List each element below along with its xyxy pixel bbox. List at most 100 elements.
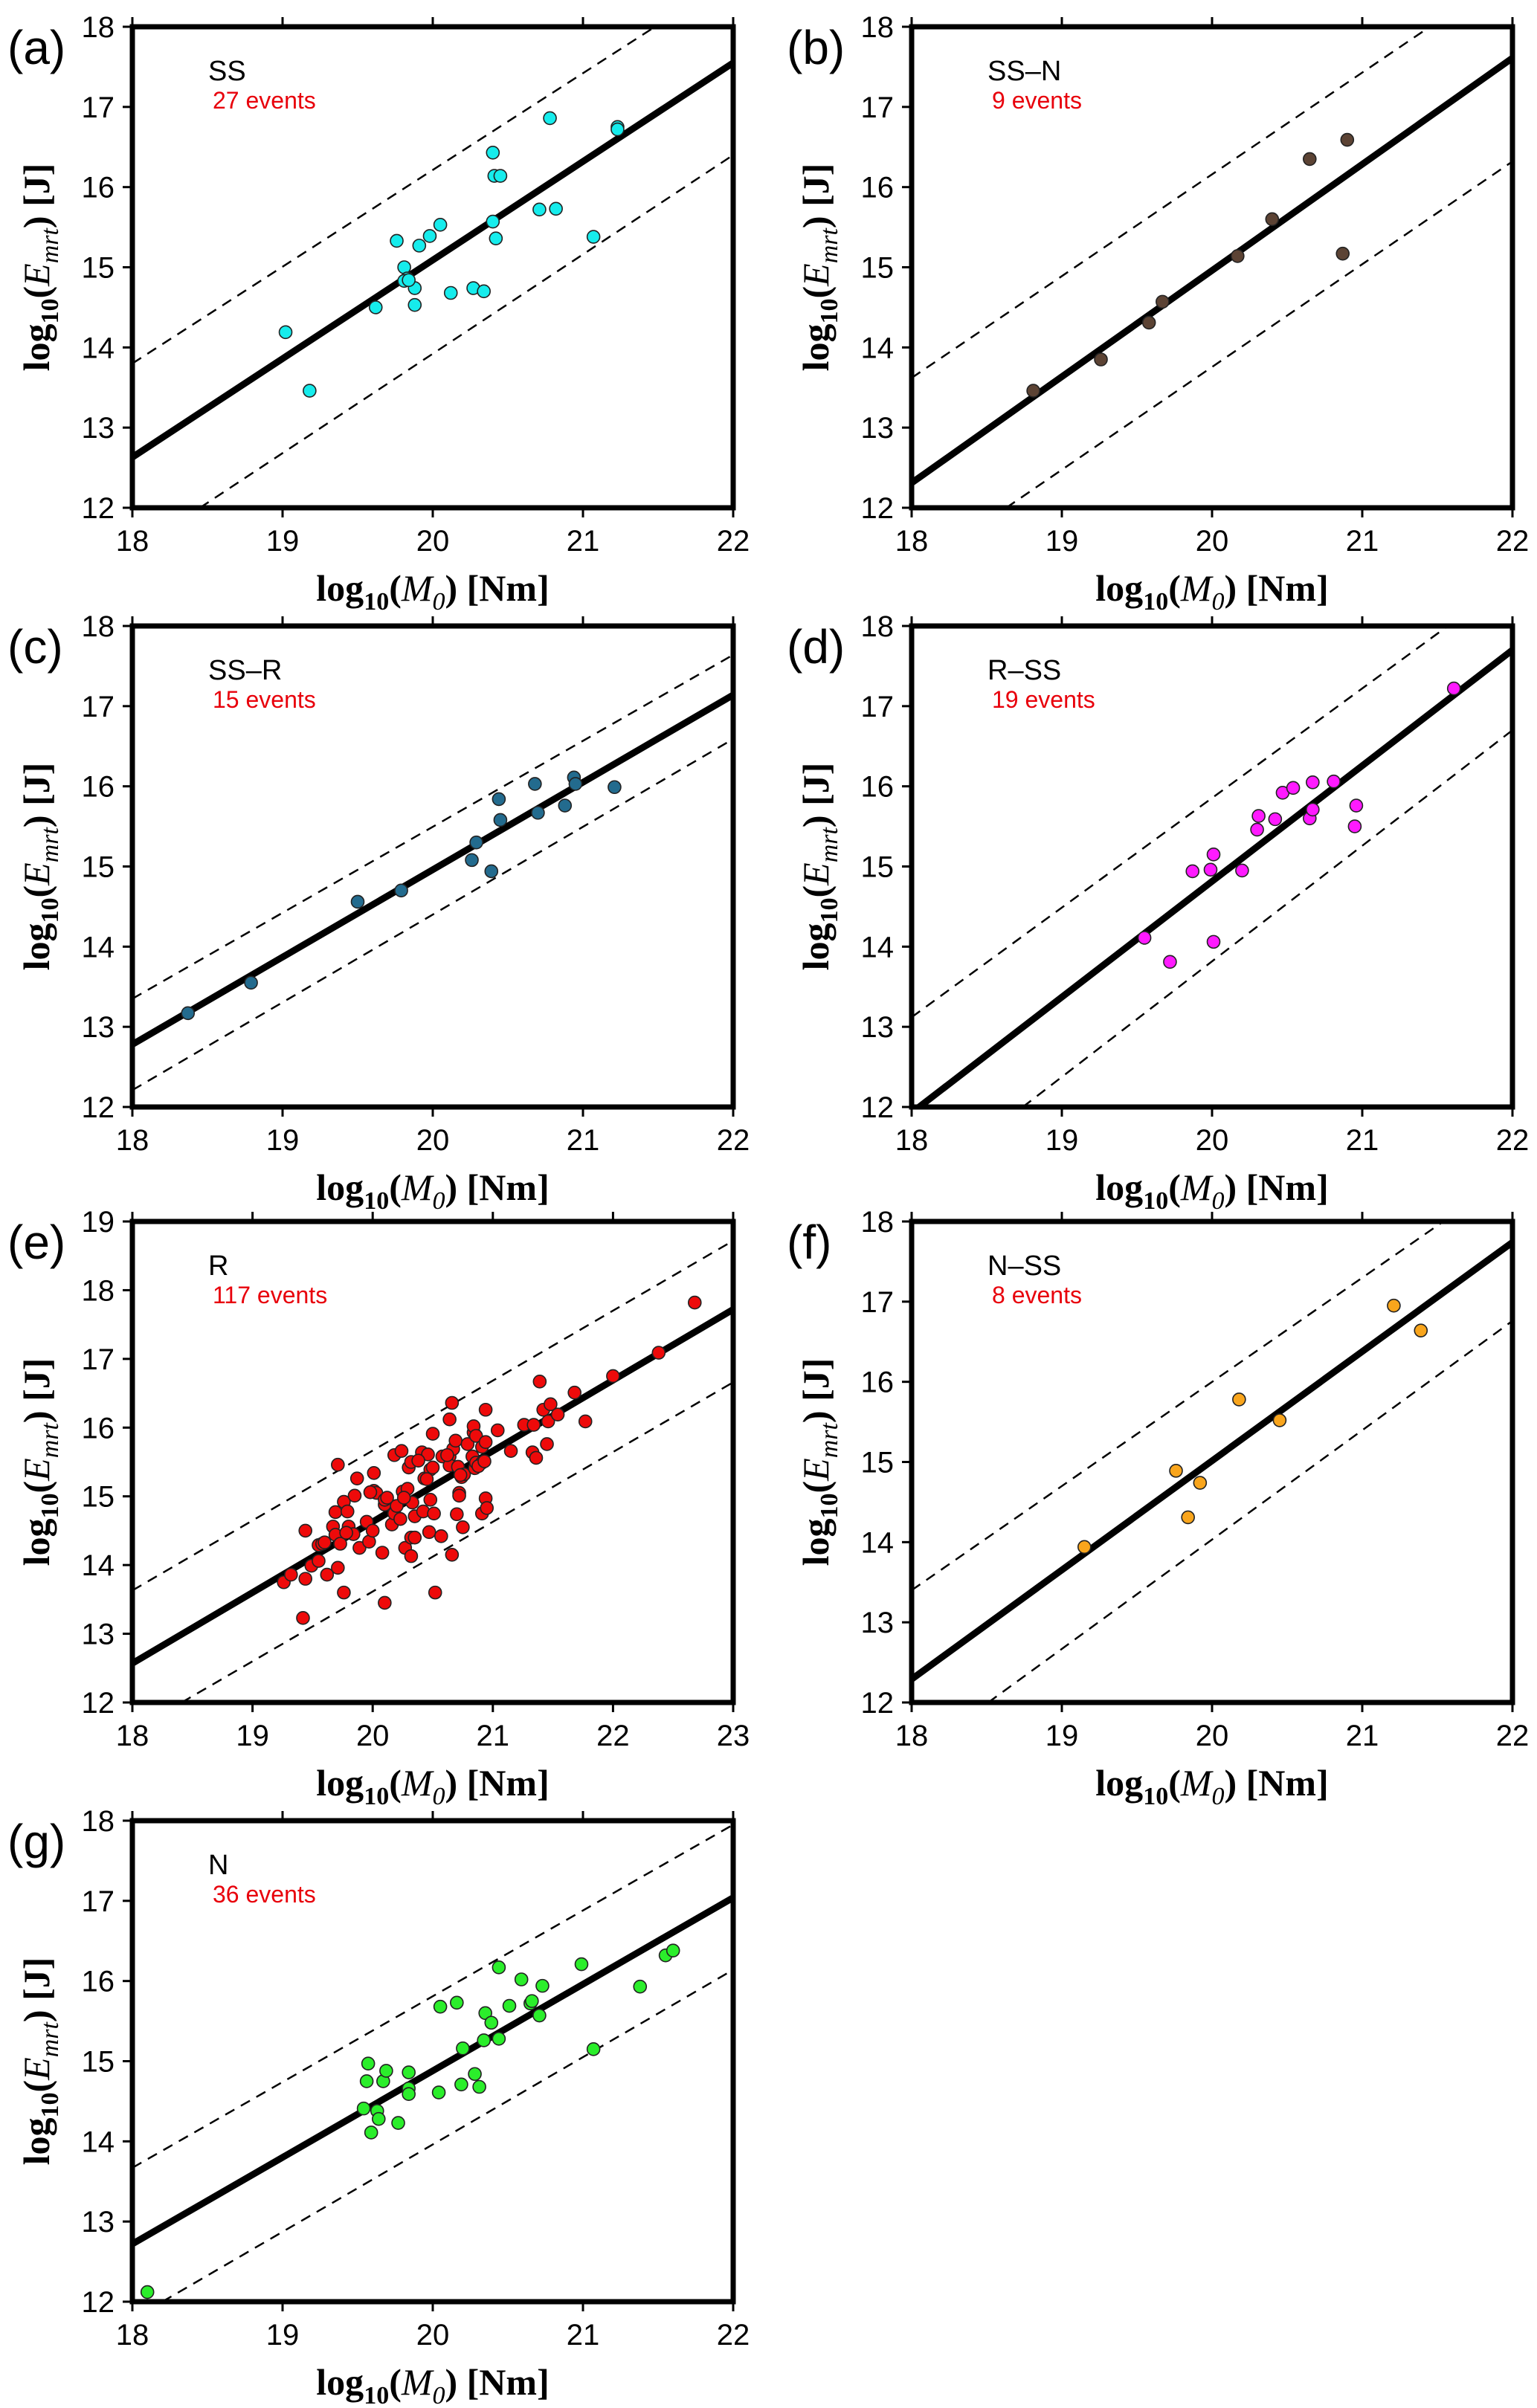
mechanism-label: N–SS — [987, 1250, 1061, 1282]
x-tick-label: 18 — [116, 525, 149, 558]
fit-lines — [912, 1221, 1512, 1702]
data-point — [393, 1511, 407, 1526]
y-tick-label: 16 — [82, 172, 115, 204]
y-axis-label: log10(Emrt) [J] — [16, 1358, 64, 1566]
data-point — [359, 2074, 374, 2088]
lower-bound-line — [161, 1969, 733, 2302]
fit-lines — [132, 653, 733, 1091]
data-point — [532, 2008, 547, 2023]
y-tick-label: 17 — [861, 1286, 895, 1319]
y-tick-label: 18 — [861, 1206, 895, 1239]
data-point — [394, 883, 408, 898]
x-tick-label: 22 — [717, 2319, 750, 2351]
x-axis-label: log10(M0) [Nm] — [1095, 1762, 1328, 1810]
data-point — [1203, 862, 1218, 877]
y-tick-label: 14 — [82, 1549, 115, 1582]
data-point — [490, 1423, 505, 1438]
x-axis-label: log10(M0) [Nm] — [316, 2361, 549, 2408]
data-points — [181, 770, 622, 1021]
data-point — [1446, 681, 1461, 696]
data-point — [433, 218, 448, 232]
data-point — [687, 1295, 702, 1310]
data-point — [340, 1504, 355, 1519]
data-point — [484, 2015, 499, 2030]
fit-lines — [132, 27, 733, 508]
event-count: 27 events — [213, 87, 316, 114]
y-tick-label: 17 — [82, 91, 115, 124]
data-point — [450, 1995, 464, 2010]
data-point — [525, 1994, 539, 2008]
x-tick-label: 19 — [266, 525, 300, 558]
data-point — [368, 300, 383, 314]
data-point — [1156, 294, 1170, 309]
y-tick-label: 12 — [861, 1687, 895, 1720]
y-tick-label: 15 — [82, 252, 115, 285]
x-tick-label: 20 — [1196, 1124, 1229, 1157]
x-axis-label: log10(M0) [Nm] — [316, 1762, 549, 1810]
data-point — [567, 1385, 581, 1400]
y-tick-label: 12 — [82, 2286, 115, 2319]
data-point — [1340, 132, 1355, 147]
panel-d: 18 19 20 21 22 12 13 14 15 16 17 18 log10(M0) [Nm] lo… — [787, 610, 1529, 1215]
data-point — [440, 1447, 454, 1462]
data-point — [1347, 819, 1362, 833]
y-tick-label: 14 — [861, 1526, 895, 1559]
data-point — [1265, 212, 1280, 227]
panel-letter: (e) — [7, 1216, 65, 1269]
y-axis-label: log10(Emrt) [J] — [16, 1957, 64, 2166]
y-tick-label: 12 — [82, 1091, 115, 1124]
data-point — [350, 894, 365, 909]
data-point — [666, 1943, 680, 1957]
y-tick-label: 15 — [861, 1447, 895, 1479]
data-point — [453, 1468, 468, 1482]
y-tick-label: 18 — [861, 610, 895, 643]
x-tick-label: 19 — [1045, 1720, 1079, 1752]
data-point — [456, 1520, 470, 1534]
mechanism-label: R–SS — [987, 655, 1061, 686]
data-point — [1231, 249, 1245, 263]
fit-lines — [132, 1824, 733, 2302]
data-point — [469, 835, 483, 850]
data-point — [477, 2033, 491, 2047]
y-tick-label: 14 — [82, 931, 115, 963]
data-point — [356, 2101, 371, 2116]
x-tick-label: 22 — [1496, 1124, 1530, 1157]
x-tick-label: 18 — [116, 1124, 149, 1157]
x-tick-label: 18 — [895, 1720, 929, 1752]
lower-bound-line — [1005, 161, 1512, 508]
mechanism-label: N — [208, 1850, 228, 1881]
data-point — [544, 1397, 558, 1412]
data-point — [303, 384, 317, 398]
data-point — [337, 1585, 351, 1600]
data-point — [1250, 822, 1264, 837]
y-tick-label: 13 — [82, 1011, 115, 1044]
data-point — [1163, 955, 1177, 969]
data-point — [394, 1444, 409, 1459]
lower-bound-line — [132, 737, 733, 1091]
y-axis-label: log10(Emrt) [J] — [795, 1358, 843, 1566]
data-point — [422, 229, 437, 243]
y-tick-label: 15 — [82, 851, 115, 884]
y-tick-label: 17 — [82, 691, 115, 723]
data-point — [407, 297, 422, 312]
lower-bound-line — [181, 1381, 733, 1702]
data-point — [468, 2067, 482, 2082]
data-point — [1327, 774, 1341, 789]
data-point — [549, 201, 563, 216]
data-point — [1193, 1476, 1208, 1490]
data-point — [433, 1999, 448, 2014]
data-point — [540, 1437, 554, 1451]
data-point — [412, 239, 427, 253]
x-tick-label: 21 — [567, 2319, 600, 2351]
data-point — [1306, 775, 1320, 790]
data-point — [380, 1491, 394, 1505]
data-point — [460, 1437, 475, 1451]
event-count: 36 events — [213, 1881, 316, 1908]
panel-letter: (d) — [787, 620, 845, 674]
data-point — [493, 813, 508, 827]
data-point — [477, 1454, 492, 1468]
event-count: 117 events — [213, 1282, 327, 1308]
x-tick-label: 22 — [1496, 1720, 1530, 1752]
x-axis-label: log10(M0) [Nm] — [316, 567, 549, 616]
data-point — [331, 1457, 345, 1472]
